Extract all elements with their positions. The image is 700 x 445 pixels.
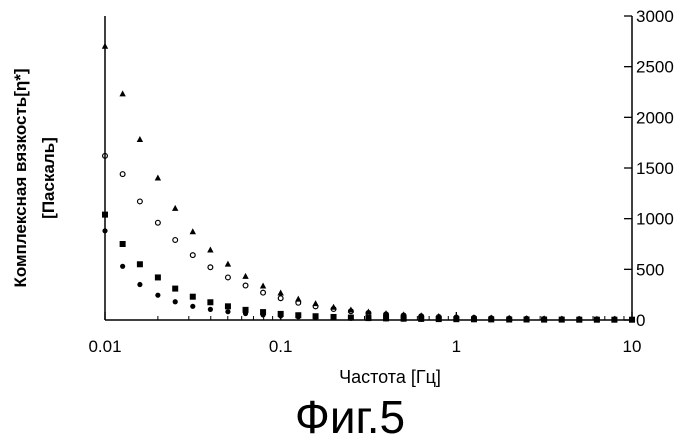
data-point-square xyxy=(137,261,143,267)
data-point-filled-circle xyxy=(577,317,582,322)
data-point-filled-circle xyxy=(331,315,336,320)
x-tick-label: 0.01 xyxy=(88,337,121,356)
data-point-filled-circle xyxy=(454,317,459,322)
data-point-filled-circle xyxy=(401,316,406,321)
data-point-triangle xyxy=(155,175,161,181)
data-point-filled-circle xyxy=(559,317,564,322)
data-point-triangle xyxy=(119,90,125,96)
data-point-filled-circle xyxy=(243,311,248,316)
data-point-filled-circle xyxy=(225,309,230,314)
data-point-filled-circle xyxy=(137,282,142,287)
data-point-filled-circle xyxy=(507,317,512,322)
data-point-square xyxy=(120,241,126,247)
data-point-open-circle xyxy=(261,290,266,295)
data-point-triangle xyxy=(102,43,108,49)
data-point-triangle xyxy=(225,261,231,267)
axis-labels: Частота [Гц] Комплексная вязкость[η*] [П… xyxy=(11,68,441,387)
data-point-filled-circle xyxy=(296,314,301,319)
data-point-triangle xyxy=(242,273,248,279)
data-point-open-circle xyxy=(155,220,160,225)
data-point-square xyxy=(207,299,213,305)
data-point-open-circle xyxy=(243,283,248,288)
data-point-filled-circle xyxy=(489,317,494,322)
data-point-filled-circle xyxy=(366,316,371,321)
y-tick-label: 1500 xyxy=(636,159,674,178)
data-point-triangle xyxy=(137,136,143,142)
data-point-filled-circle xyxy=(524,317,529,322)
x-tick-label: 1 xyxy=(452,337,461,356)
data-point-open-circle xyxy=(137,199,142,204)
data-point-triangle xyxy=(172,205,178,211)
data-point-filled-circle xyxy=(348,316,353,321)
x-tick-label: 10 xyxy=(623,337,642,356)
data-point-filled-circle xyxy=(612,317,617,322)
data-point-filled-circle xyxy=(260,312,265,317)
y-tick-label: 2000 xyxy=(636,108,674,127)
data-point-open-circle xyxy=(173,238,178,243)
y-tick-label: 0 xyxy=(636,311,645,330)
data-point-filled-circle xyxy=(436,317,441,322)
y-tick-label: 1000 xyxy=(636,210,674,229)
y-tick-label: 500 xyxy=(636,260,664,279)
data-point-open-circle xyxy=(226,275,231,280)
data-point-filled-circle xyxy=(629,317,634,322)
data-point-open-circle xyxy=(120,172,125,177)
data-point-open-circle xyxy=(278,296,283,301)
data-point-filled-circle xyxy=(542,317,547,322)
data-point-filled-circle xyxy=(190,304,195,309)
data-point-square xyxy=(102,212,108,218)
data-point-filled-circle xyxy=(383,316,388,321)
data-point-filled-circle xyxy=(155,293,160,298)
data-point-filled-circle xyxy=(313,315,318,320)
data-point-square xyxy=(172,286,178,292)
data-point-filled-circle xyxy=(173,299,178,304)
data-point-filled-circle xyxy=(278,313,283,318)
data-point-square xyxy=(190,294,196,300)
x-axis-title: Частота [Гц] xyxy=(339,367,441,387)
figure-caption: Фиг.5 xyxy=(0,392,700,442)
data-point-filled-circle xyxy=(471,317,476,322)
data-point-filled-circle xyxy=(120,264,125,269)
data-point-filled-circle xyxy=(419,317,424,322)
data-point-triangle xyxy=(277,290,283,296)
data-point-square xyxy=(155,274,161,280)
x-tick-label: 0.1 xyxy=(269,337,293,356)
y-axis-title-line-1: Комплексная вязкость[η*] xyxy=(11,68,30,287)
data-points xyxy=(102,43,635,323)
data-point-triangle xyxy=(207,246,213,252)
data-point-open-circle xyxy=(190,253,195,258)
data-point-filled-circle xyxy=(102,228,107,233)
data-point-square xyxy=(225,303,231,309)
y-tick-label: 3000 xyxy=(636,7,674,26)
data-point-triangle xyxy=(190,228,196,234)
y-tick-label: 2500 xyxy=(636,58,674,77)
data-point-triangle xyxy=(260,282,266,288)
data-point-open-circle xyxy=(208,265,213,270)
data-point-filled-circle xyxy=(208,307,213,312)
axes xyxy=(105,16,632,320)
data-point-filled-circle xyxy=(594,317,599,322)
y-axis-title-line-2: [Паскаль] xyxy=(39,137,58,219)
